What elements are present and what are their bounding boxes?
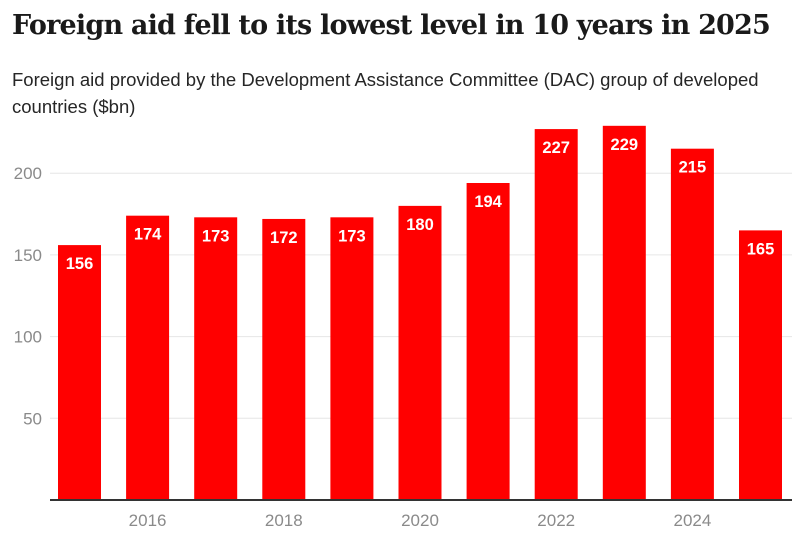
data-label: 215 bbox=[679, 159, 707, 177]
bar-2017 bbox=[194, 217, 238, 500]
data-label: 227 bbox=[542, 139, 570, 157]
x-tick-label: 2020 bbox=[401, 511, 439, 530]
bar-2024 bbox=[670, 148, 714, 500]
y-tick-label: 150 bbox=[14, 246, 42, 265]
data-label: 180 bbox=[406, 216, 434, 234]
x-tick-label: 2016 bbox=[129, 511, 167, 530]
y-tick-label: 100 bbox=[14, 328, 42, 347]
bars bbox=[58, 125, 782, 501]
bar-2022 bbox=[534, 129, 578, 500]
y-axis-ticks: 50 100 150 200 bbox=[14, 164, 42, 428]
bar-2023 bbox=[602, 125, 646, 501]
data-label: 156 bbox=[66, 255, 94, 273]
x-axis-ticks: 2016 2018 2020 2022 2024 bbox=[129, 511, 712, 530]
data-label: 165 bbox=[747, 240, 775, 258]
x-tick-label: 2024 bbox=[673, 511, 711, 530]
data-label: 194 bbox=[474, 193, 502, 211]
bar-2018 bbox=[262, 218, 306, 500]
data-label: 174 bbox=[134, 226, 162, 244]
data-label: 172 bbox=[270, 229, 298, 247]
bar-2020 bbox=[398, 205, 442, 500]
y-tick-label: 50 bbox=[23, 409, 42, 428]
data-label: 173 bbox=[338, 227, 366, 245]
chart-title: Foreign aid fell to its lowest level in … bbox=[12, 10, 771, 41]
chart-subtitle: Foreign aid provided by the Development … bbox=[12, 69, 759, 117]
x-tick-label: 2022 bbox=[537, 511, 575, 530]
bar-2015 bbox=[58, 245, 101, 500]
bar-2025 bbox=[739, 230, 782, 500]
data-labels: 156 174 173 172 173 180 194 227 229 215 165 bbox=[66, 136, 775, 273]
data-label: 173 bbox=[202, 227, 230, 245]
bar-2021 bbox=[466, 183, 510, 500]
bar-2019 bbox=[330, 217, 374, 500]
data-label: 229 bbox=[611, 136, 639, 154]
y-tick-label: 200 bbox=[14, 164, 42, 183]
x-tick-label: 2018 bbox=[265, 511, 303, 530]
bar-2016 bbox=[126, 215, 170, 500]
